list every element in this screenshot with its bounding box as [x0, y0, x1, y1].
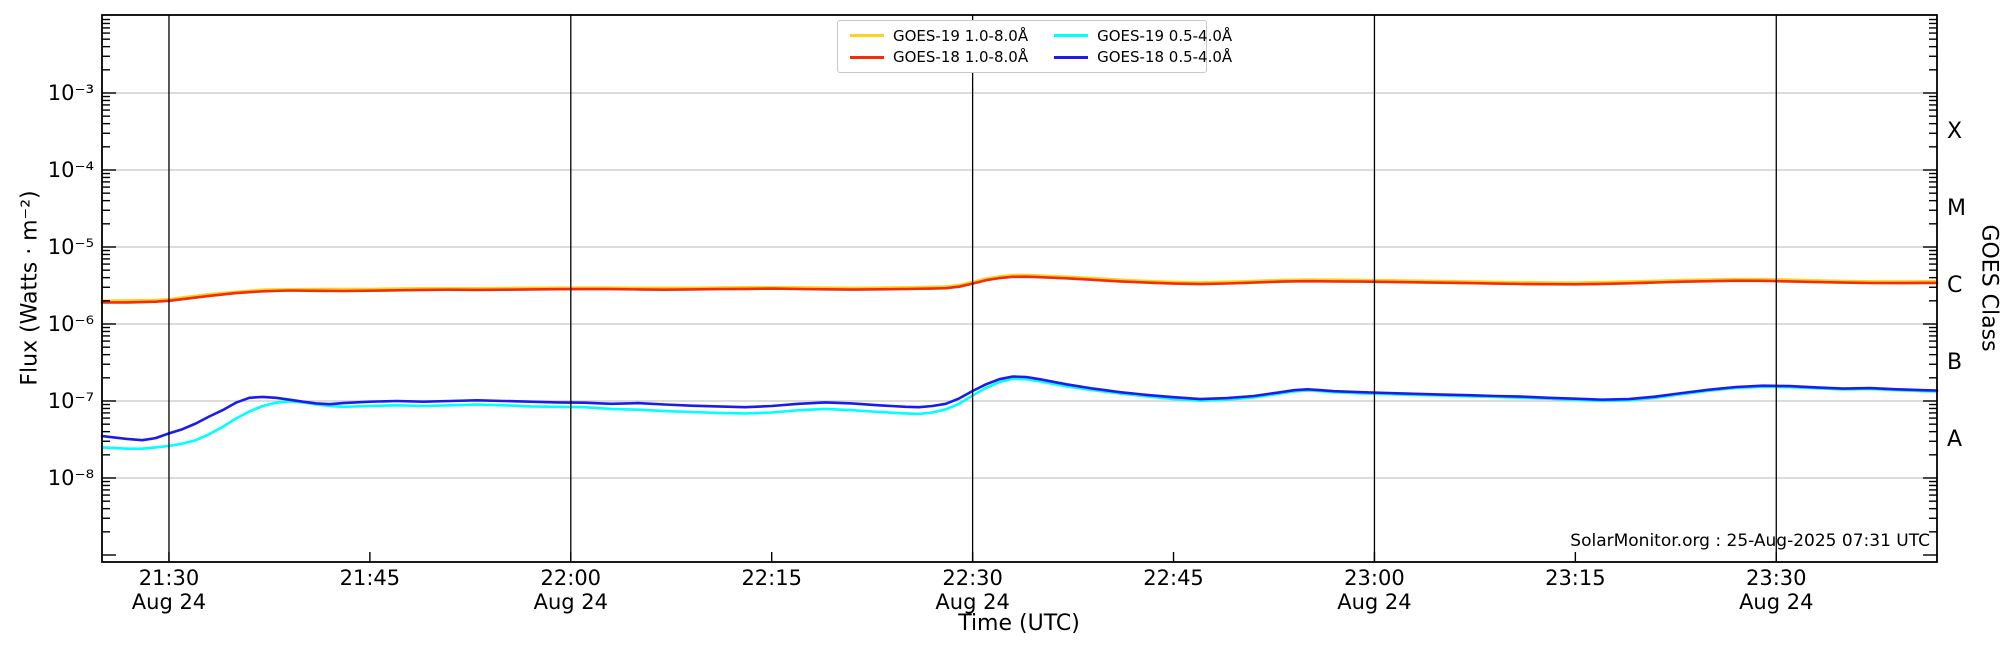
legend-line-swatch [850, 55, 884, 59]
series-goes19-long [100, 273, 1939, 303]
legend-label: GOES-19 0.5-4.0Å [1097, 26, 1233, 45]
legend-label: GOES-18 0.5-4.0Å [1097, 48, 1233, 67]
series-goes18-long [100, 275, 1939, 304]
series-goes19-short [100, 377, 1939, 451]
legend-line-swatch [1054, 34, 1089, 38]
plot-border [101, 14, 1938, 563]
series-goes18-short [100, 375, 1939, 442]
legend-item: GOES-18 0.5-4.0Å [1054, 47, 1232, 69]
legend-item: GOES-19 0.5-4.0Å [1054, 25, 1232, 47]
legend-item: GOES-18 1.0-8.0Å [850, 47, 1028, 69]
legend-line-swatch [1054, 55, 1089, 59]
legend-item: GOES-19 1.0-8.0Å [850, 25, 1028, 47]
legend-line-swatch [850, 34, 884, 38]
legend: GOES-19 1.0-8.0Å GOES-18 1.0-8.0Å GOES-19 … [837, 20, 1232, 73]
legend-label: GOES-19 1.0-8.0Å [893, 26, 1029, 45]
legend-label: GOES-18 1.0-8.0Å [893, 48, 1029, 67]
